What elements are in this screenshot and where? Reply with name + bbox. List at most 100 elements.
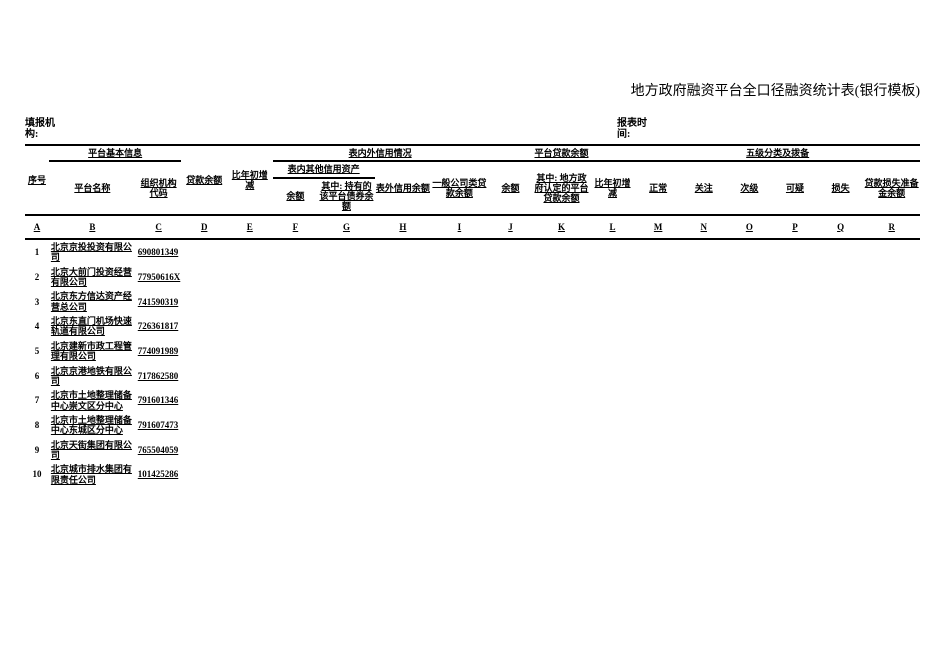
row-empty (375, 364, 431, 389)
row-empty (590, 364, 636, 389)
row-empty (273, 265, 319, 290)
row-empty (227, 239, 273, 265)
row-empty (818, 239, 864, 265)
date-label: 报表时间: (617, 118, 657, 140)
row-code: 791607473 (136, 413, 182, 438)
col-letter: P (772, 215, 818, 239)
header-row-2: 平台名称 组织机构代码 表内其他信用资产 表外信用余额 一般公司类贷款余额 余额… (25, 161, 920, 177)
row-empty (181, 413, 227, 438)
row-empty (431, 413, 487, 438)
row-empty (375, 289, 431, 314)
col-letter: F (273, 215, 319, 239)
hdr-loan-balance: 贷款余额 (181, 145, 227, 215)
row-empty (818, 462, 864, 487)
row-empty (375, 413, 431, 438)
row-empty (590, 289, 636, 314)
hdr-org-code: 组织机构代码 (136, 161, 182, 214)
row-empty (318, 413, 374, 438)
table-row: 7北京市土地整理储备中心崇文区分中心791601346 (25, 388, 920, 413)
row-empty (181, 239, 227, 265)
row-empty (533, 239, 589, 265)
row-name: 北京城市排水集团有限责任公司 (49, 462, 136, 487)
row-empty (375, 265, 431, 290)
row-empty (181, 289, 227, 314)
col-letter: M (635, 215, 681, 239)
row-empty (181, 314, 227, 339)
header-row-1: 序号 平台基本信息 贷款余额 比年初增减 表内外信用情况 平台贷款余额 五级分类… (25, 145, 920, 161)
row-empty (681, 462, 727, 487)
row-empty (863, 438, 920, 463)
row-name: 北京京港地铁有限公司 (49, 364, 136, 389)
row-seq: 10 (25, 462, 49, 487)
hdr-loan-group: 平台贷款余额 (488, 145, 636, 161)
row-empty (488, 314, 534, 339)
table-row: 3北京东方信达资产经营总公司741590319 (25, 289, 920, 314)
row-empty (273, 339, 319, 364)
row-empty (375, 314, 431, 339)
row-empty (681, 413, 727, 438)
row-empty (772, 265, 818, 290)
row-empty (681, 339, 727, 364)
row-code: 717862580 (136, 364, 182, 389)
page-title: 地方政府融资平台全口径融资统计表(银行模板) (25, 80, 920, 100)
row-empty (488, 413, 534, 438)
row-empty (227, 339, 273, 364)
col-letter: I (431, 215, 487, 239)
row-empty (488, 239, 534, 265)
row-empty (318, 289, 374, 314)
row-empty (488, 289, 534, 314)
row-empty (681, 289, 727, 314)
row-empty (227, 413, 273, 438)
row-empty (727, 364, 773, 389)
row-empty (318, 265, 374, 290)
row-empty (590, 265, 636, 290)
table-row: 6北京京港地铁有限公司717862580 (25, 364, 920, 389)
row-empty (863, 314, 920, 339)
col-letter: C (136, 215, 182, 239)
row-code: 690801349 (136, 239, 182, 265)
hdr-normal: 正常 (635, 161, 681, 214)
row-empty (635, 462, 681, 487)
row-empty (431, 265, 487, 290)
hdr-provision: 贷款损失准备金余额 (863, 161, 920, 214)
row-empty (375, 438, 431, 463)
row-seq: 2 (25, 265, 49, 290)
row-code: 791601346 (136, 388, 182, 413)
hdr-yoy2: 比年初增减 (590, 161, 636, 214)
row-empty (635, 265, 681, 290)
table-row: 10北京城市排水集团有限责任公司101425286 (25, 462, 920, 487)
row-empty (181, 388, 227, 413)
row-empty (863, 339, 920, 364)
row-empty (727, 239, 773, 265)
row-empty (533, 388, 589, 413)
row-empty (772, 339, 818, 364)
hdr-loss: 损失 (818, 161, 864, 214)
table-body: A B C D E F G H I J K L M N O P Q R 1北京京… (25, 215, 920, 487)
row-empty (431, 339, 487, 364)
table-row: 2北京大前门投资经营有限公司77950616X (25, 265, 920, 290)
row-empty (431, 314, 487, 339)
row-empty (273, 239, 319, 265)
row-empty (863, 289, 920, 314)
hdr-concern: 关注 (681, 161, 727, 214)
row-empty (488, 265, 534, 290)
hdr-other-credit-group: 表内其他信用资产 (273, 161, 375, 177)
row-empty (863, 265, 920, 290)
col-letter: G (318, 215, 374, 239)
row-name: 北京市土地整理储备中心东城区分中心 (49, 413, 136, 438)
row-empty (181, 462, 227, 487)
org-label: 填报机构: (25, 118, 55, 140)
col-letter: A (25, 215, 49, 239)
row-empty (590, 339, 636, 364)
row-empty (181, 265, 227, 290)
row-seq: 6 (25, 364, 49, 389)
row-name: 北京建新市政工程管理有限公司 (49, 339, 136, 364)
row-empty (375, 388, 431, 413)
row-empty (635, 364, 681, 389)
row-empty (681, 438, 727, 463)
row-empty (431, 364, 487, 389)
row-seq: 8 (25, 413, 49, 438)
row-empty (431, 438, 487, 463)
row-empty (318, 462, 374, 487)
col-letter: H (375, 215, 431, 239)
